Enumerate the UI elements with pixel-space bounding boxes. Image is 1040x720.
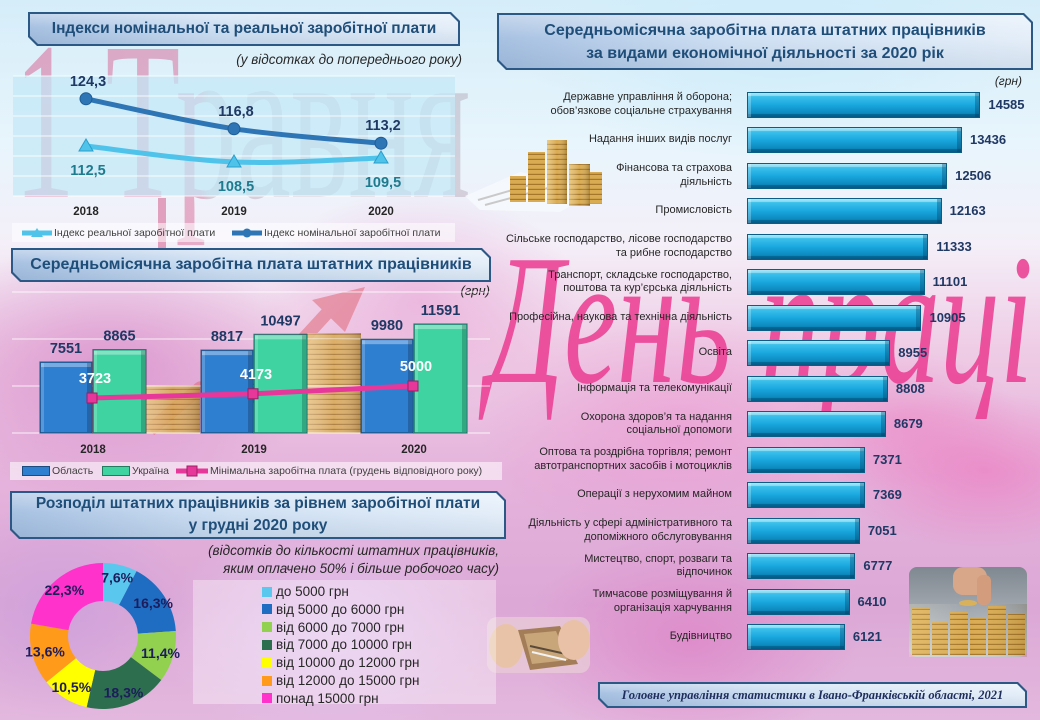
index-chart-title-box: Індекси номінальної та реальної заробітн… (28, 12, 460, 46)
activity-chart-title-box: Середньомісячна заробітна плата штатних … (497, 13, 1033, 70)
distribution-title-line-1: Розподіл штатних працівників за рівнем з… (35, 495, 481, 512)
distribution-title-box: Розподіл штатних працівників за рівнем з… (10, 491, 506, 539)
index-chart-title: Індекси номінальної та реальної заробітн… (51, 20, 437, 37)
legend-item: від 10000 до 12000 грн (262, 654, 419, 671)
legend-label: від 5000 до 6000 грн (276, 601, 405, 617)
footer-source-text: Головне управління статистики в Івано-Фр… (621, 687, 1004, 702)
index-chart-subtitle: (у відсотках до попереднього року) (236, 52, 462, 67)
triangle-line-swatch-icon (22, 227, 52, 237)
bar-swatch-icon (22, 466, 50, 476)
legend-swatch-icon (262, 622, 272, 633)
legend-label: Індекс реальної заробітної плати (54, 226, 216, 239)
legend-label: понад 15000 грн (276, 690, 379, 706)
bar-swatch-icon (102, 466, 130, 476)
wage-chart-unit: (грн) (460, 283, 490, 298)
legend-item-nominal-index: Індекс номінальної заробітної плати (232, 223, 441, 242)
distribution-subtitle-line-2: яким оплачено 50% і більше робочого часу… (223, 561, 499, 576)
distribution-legend: до 5000 грн від 5000 до 6000 грн від 6000 … (193, 580, 496, 707)
legend-item-oblast: Область (22, 462, 93, 480)
footer-source-box: Головне управління статистики в Івано-Фр… (598, 682, 1027, 708)
legend-label: від 6000 до 7000 грн (276, 619, 405, 635)
legend-label: Україна (132, 465, 170, 477)
legend-label: від 10000 до 12000 грн (276, 655, 420, 671)
legend-item-minimum-wage: Мінімальна заробітна плата (грудень відп… (176, 462, 482, 480)
legend-swatch-icon (262, 675, 272, 686)
legend-swatch-icon (262, 586, 272, 597)
circle-line-swatch-icon (232, 228, 262, 237)
activity-chart-unit: (грн) (994, 74, 1022, 88)
legend-label: від 7000 до 10000 грн (276, 637, 412, 653)
legend-label: до 5000 грн (276, 584, 349, 599)
legend-label: від 12000 до 15000 грн (276, 673, 420, 688)
wage-chart-legend: Область Україна Мінімальна заробітна пла… (10, 462, 502, 480)
distribution-subtitle-line-1: (відсотків до кількості штатних працівни… (208, 543, 499, 558)
wage-chart-title: Середньомісячна заробітна плата штатних … (30, 256, 472, 273)
legend-item: від 5000 до 6000 грн (262, 601, 404, 618)
legend-item: від 6000 до 7000 грн (262, 619, 404, 636)
legend-item: понад 15000 грн (262, 690, 379, 707)
activity-title-line-2: за видами економічної діяльності за 2020… (586, 44, 944, 62)
legend-item: до 5000 грн (262, 583, 349, 600)
wage-chart-title-box: Середньомісячна заробітна плата штатних … (11, 248, 491, 282)
legend-swatch-icon (262, 657, 272, 668)
index-chart-legend: Індекс реальної заробітної плати Індекс … (12, 223, 455, 242)
legend-swatch-icon (262, 604, 272, 615)
legend-item: від 12000 до 15000 грн (262, 672, 419, 689)
legend-item-real-index: Індекс реальної заробітної плати (22, 223, 215, 242)
distribution-subtitle: (відсотків до кількості штатних працівни… (208, 542, 499, 578)
activity-title-line-1: Середньомісячна заробітна плата штатних … (544, 21, 986, 39)
distribution-title-line-2: у грудні 2020 року (188, 517, 328, 534)
legend-label: Область (52, 465, 94, 477)
square-line-swatch-icon (176, 465, 208, 477)
legend-swatch-icon (262, 639, 272, 650)
legend-item: від 7000 до 10000 грн (262, 636, 412, 653)
legend-label: Мінімальна заробітна плата (грудень відп… (210, 465, 483, 477)
legend-label: Індекс номінальної заробітної плати (264, 226, 441, 239)
legend-swatch-icon (262, 693, 272, 704)
legend-item-ukraine: Україна (102, 462, 169, 480)
